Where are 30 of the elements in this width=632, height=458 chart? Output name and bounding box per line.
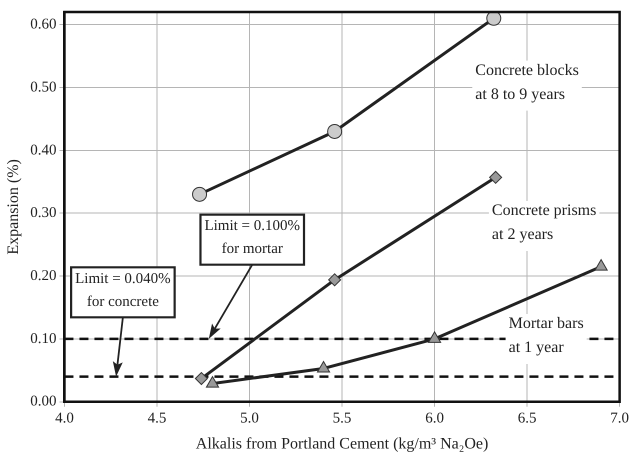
point (206, 376, 220, 388)
y-tick-label: 0.00 (30, 394, 56, 410)
y-tick-label: 0.10 (30, 330, 56, 347)
point (428, 331, 442, 343)
x-tick-label: 5.0 (240, 410, 259, 427)
annotation: Limit = 0.100% for mortar (204, 218, 300, 258)
series-label: Mortar bars at 1 year (508, 315, 584, 356)
point (192, 186, 208, 202)
y-tick-label: 0.30 (30, 205, 56, 222)
point (489, 170, 502, 184)
y-tick-label: 0.50 (30, 79, 56, 96)
y-tick-label: 0.20 (30, 268, 56, 284)
x-tick-label: 4.5 (148, 410, 166, 427)
x-tick-label: 5.5 (332, 410, 352, 427)
x-tick-label: 6.0 (425, 410, 444, 427)
y-tick-label: 0.60 (30, 16, 56, 33)
y-axis-title: Expansion (%) (4, 159, 22, 255)
point (594, 259, 608, 271)
x-tick-label: 4.0 (55, 410, 74, 427)
point (486, 12, 502, 26)
x-tick-label: 7.0 (610, 410, 629, 427)
point (327, 124, 342, 139)
point (316, 360, 330, 372)
series-label: Concrete blocks at 8 to 9 years (475, 62, 579, 103)
point (328, 273, 342, 286)
x-tick-label: 6.5 (518, 410, 536, 427)
series-label: Concrete prisms at 2 years (492, 202, 596, 244)
annotation: Limit = 0.040% for concrete (75, 270, 171, 310)
y-tick-label: 0.40 (30, 142, 56, 158)
x-axis-title: Alkalis from Portland Cement (kg/m³ Na₂Oe) (196, 436, 488, 453)
